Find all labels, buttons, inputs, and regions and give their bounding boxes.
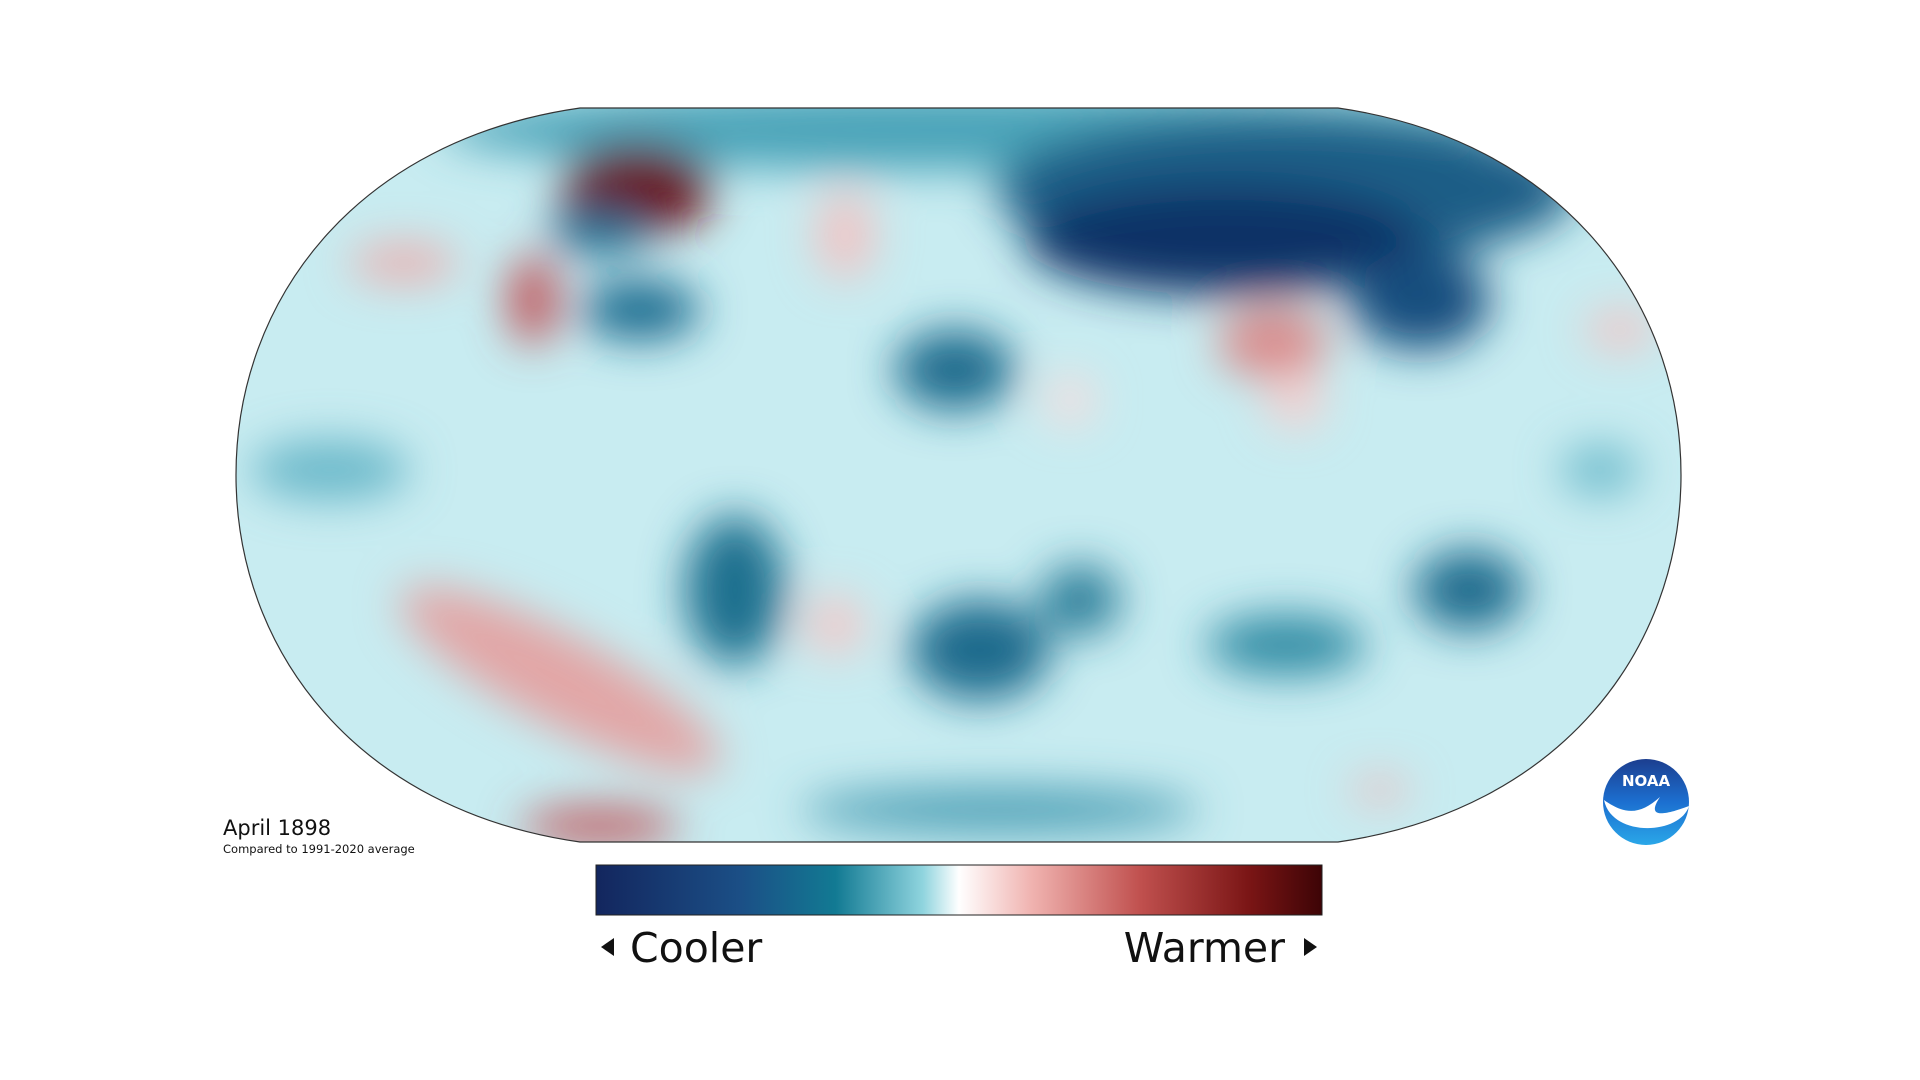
warmer-label: Warmer xyxy=(1124,924,1285,972)
logo-text: NOAA xyxy=(1622,772,1671,790)
logo-bird xyxy=(1604,797,1689,829)
map-outline xyxy=(235,107,1682,843)
anomaly-map xyxy=(236,108,1681,842)
cooler-label: Cooler xyxy=(630,924,762,972)
cooler-arrow xyxy=(601,938,614,956)
map-title: April 1898 xyxy=(223,816,331,840)
noaa-logo: NOAA xyxy=(1603,759,1689,845)
map-subtitle: Compared to 1991-2020 average xyxy=(223,842,415,856)
warmer-arrow xyxy=(1304,938,1317,956)
color-scale xyxy=(595,864,1323,916)
anomaly-field xyxy=(250,108,1655,842)
